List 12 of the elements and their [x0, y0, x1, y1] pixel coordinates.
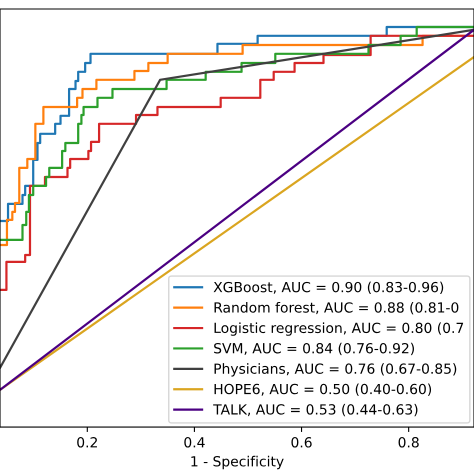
x-tick-label: 0.2	[77, 437, 97, 448]
x-tick-label: 0.8	[398, 437, 419, 448]
x-tick-label: 0.4	[184, 437, 205, 448]
x-tick-label: 0.6	[291, 437, 312, 448]
legend-label: Random forest, AUC = 0.88 (0.81-0	[214, 302, 458, 314]
x-axis-title: 1 - Specificity	[191, 456, 284, 470]
legend-label: SVM, AUC = 0.84 (0.76-0.92)	[214, 342, 414, 356]
legend-label: Physicians, AUC = 0.76 (0.67-0.85)	[214, 363, 456, 377]
legend-label: XGBoost, AUC = 0.90 (0.83-0.96)	[214, 282, 444, 294]
legend-label: Logistic regression, AUC = 0.80 (0.7	[214, 322, 464, 336]
legend-label: TALK, AUC = 0.53 (0.44-0.63)	[213, 404, 418, 416]
legend-label: HOPE6, AUC = 0.50 (0.40-0.60)	[214, 384, 432, 396]
